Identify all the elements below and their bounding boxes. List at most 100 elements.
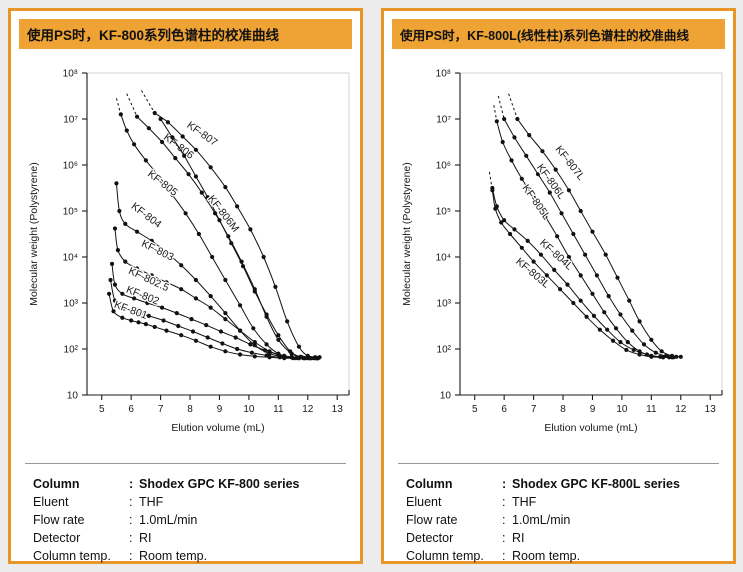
info-value: Room temp. xyxy=(139,548,208,563)
data-point xyxy=(605,327,610,332)
info-table-kf800l: Column: Shodex GPC KF-800L series Eluent: T… xyxy=(406,475,680,565)
data-point xyxy=(583,252,588,257)
data-point xyxy=(193,147,199,152)
panel-kf800: 使用PS时，KF-800系列色谱柱的校准曲线 10 10² 10³ 10⁴ 10⁵ 10⁶… xyxy=(8,8,363,564)
x-tick-label: 6 xyxy=(128,404,134,415)
y-axis-title: Molecular weight (Polystyrene) xyxy=(401,162,413,306)
data-point xyxy=(179,263,184,268)
data-point xyxy=(123,221,128,226)
y-tick-label: 10⁵ xyxy=(63,207,78,218)
series-extrapolation xyxy=(141,90,156,114)
info-value: Room temp. xyxy=(512,548,581,563)
data-point xyxy=(618,312,623,317)
panel-kf800l: 使用PS时，KF-800L(线性柱)系列色谱柱的校准曲线 10 10² 10³ 10⁴… xyxy=(381,8,736,564)
data-point xyxy=(519,176,524,181)
panel-title: 使用PS时，KF-800系列色谱柱的校准曲线 xyxy=(27,28,280,43)
info-separator: : xyxy=(129,530,133,545)
data-point xyxy=(606,294,611,299)
data-point xyxy=(308,356,313,361)
y-tick-label: 10⁷ xyxy=(436,115,451,126)
y-tick-label: 10⁴ xyxy=(63,253,78,264)
y-tick-label: 10⁶ xyxy=(63,161,78,172)
data-point xyxy=(552,267,557,272)
data-point xyxy=(538,252,544,257)
data-point xyxy=(112,298,118,303)
info-key: Column xyxy=(406,476,453,491)
data-point xyxy=(193,277,199,283)
data-point xyxy=(613,326,619,331)
data-point xyxy=(512,135,517,140)
data-point xyxy=(602,310,607,315)
info-value: RI xyxy=(512,530,525,545)
x-tick-label: 5 xyxy=(472,404,478,415)
data-point xyxy=(502,116,507,122)
data-point xyxy=(264,312,269,317)
data-point xyxy=(196,231,201,237)
info-separator: : xyxy=(502,548,506,563)
data-point xyxy=(527,133,532,138)
plot-frame xyxy=(459,72,723,396)
data-point xyxy=(229,241,234,246)
info-key: Eluent xyxy=(406,494,442,509)
data-point xyxy=(625,340,630,345)
data-point xyxy=(499,220,504,225)
data-point xyxy=(117,208,122,214)
data-point xyxy=(525,238,530,243)
data-point xyxy=(282,356,287,361)
x-tick-label: 12 xyxy=(675,404,687,415)
data-point xyxy=(164,280,169,285)
data-point xyxy=(133,310,138,315)
info-row: Flow rate:1.0mL/min xyxy=(33,511,299,529)
data-point xyxy=(252,289,257,294)
info-value: 1.0mL/min xyxy=(139,512,198,527)
data-point xyxy=(500,139,505,145)
data-point xyxy=(118,112,123,117)
info-table: Column: Shodex GPC KF-800 series Eluent: TH… xyxy=(33,475,299,565)
y-tick-label: 10⁸ xyxy=(436,69,451,80)
y-tick-label: 10² xyxy=(437,345,452,356)
info-separator: : xyxy=(129,512,133,527)
data-point xyxy=(121,306,126,311)
data-point xyxy=(276,333,281,338)
data-point xyxy=(631,347,636,353)
info-separator: : xyxy=(129,476,134,491)
data-point xyxy=(240,264,246,269)
data-point xyxy=(653,350,658,355)
data-point xyxy=(132,142,137,147)
data-point xyxy=(578,273,583,278)
data-point xyxy=(531,195,536,200)
data-point xyxy=(132,296,137,301)
data-point xyxy=(182,153,187,158)
data-point xyxy=(578,208,583,214)
data-point xyxy=(553,167,558,172)
x-tick-label: 7 xyxy=(531,404,537,415)
info-value: Shodex GPC KF-800 series xyxy=(139,476,300,491)
data-point xyxy=(208,294,213,299)
series-extrapolation xyxy=(488,171,493,191)
data-point xyxy=(164,250,169,255)
series-line xyxy=(136,116,319,359)
data-point xyxy=(277,355,282,360)
chart-svg: 10 10² 10³ 10⁴ 10⁵ 10⁶ 10⁷ 10⁸ 5 6 7 8 9 10 11 12 13 Elut… xyxy=(28,69,350,434)
x-axis-title: Elution volume (mL) xyxy=(544,422,637,434)
x-tick-label: 8 xyxy=(560,404,566,415)
data-point xyxy=(180,134,185,139)
info-row: Column: Shodex GPC KF-800 series xyxy=(33,475,299,493)
x-tick-label: 12 xyxy=(302,404,314,415)
data-point xyxy=(161,318,166,323)
data-point xyxy=(218,329,224,334)
data-point xyxy=(566,188,572,193)
y-tick-label: 10⁷ xyxy=(63,115,78,126)
data-point xyxy=(165,120,171,125)
data-point xyxy=(186,172,191,177)
data-point xyxy=(176,323,181,329)
data-point xyxy=(555,234,560,239)
data-point xyxy=(205,335,210,340)
data-point xyxy=(296,344,302,349)
data-point xyxy=(566,254,572,260)
data-point xyxy=(661,355,666,360)
info-value: Shodex GPC KF-800L series xyxy=(512,476,680,491)
data-point xyxy=(543,214,548,219)
data-point xyxy=(237,328,243,333)
